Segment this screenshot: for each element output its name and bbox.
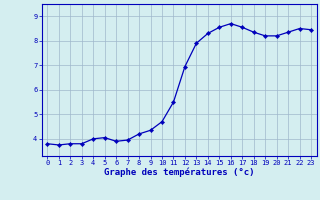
X-axis label: Graphe des températures (°c): Graphe des températures (°c) — [104, 168, 254, 177]
